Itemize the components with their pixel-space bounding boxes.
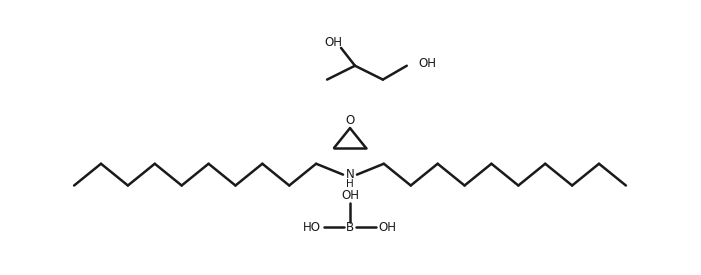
Text: OH: OH [379,221,397,233]
Text: OH: OH [324,37,342,50]
Text: B: B [346,221,354,233]
Text: HO: HO [303,221,321,233]
Text: OH: OH [341,189,359,202]
Text: OH: OH [418,57,437,70]
Text: O: O [346,114,355,127]
Text: N: N [346,168,355,181]
Text: H: H [346,178,354,189]
